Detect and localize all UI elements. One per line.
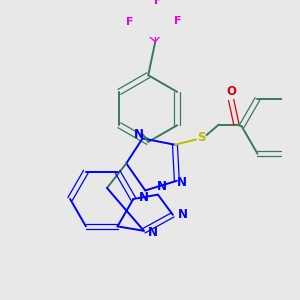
Text: N: N — [139, 191, 148, 204]
Text: F: F — [126, 16, 134, 27]
Text: S: S — [197, 131, 206, 144]
Text: F: F — [154, 0, 162, 6]
Text: N: N — [156, 180, 167, 193]
Text: N: N — [177, 176, 187, 189]
Text: O: O — [226, 85, 236, 98]
Text: N: N — [178, 208, 188, 221]
Text: N: N — [148, 226, 158, 239]
Text: N: N — [134, 128, 144, 140]
Text: F: F — [174, 16, 182, 26]
